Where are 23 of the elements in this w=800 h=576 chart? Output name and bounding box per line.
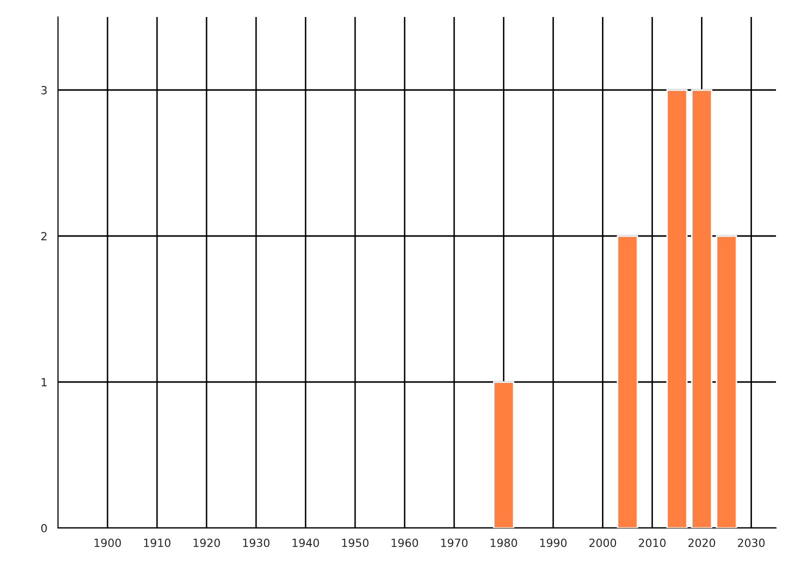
x-tick-label: 1910: [144, 538, 170, 548]
bar: [691, 89, 712, 528]
x-tick-label: 1960: [392, 538, 418, 548]
x-tick-label: 1930: [243, 538, 270, 548]
x-tick-label: 2010: [638, 538, 666, 548]
bar: [616, 235, 638, 528]
x-tick-label: 1950: [342, 538, 369, 548]
x-tick-label: 1940: [292, 538, 319, 548]
x-tick-label: 2020: [688, 538, 716, 548]
x-tick-label: 1920: [194, 538, 220, 548]
bar: [716, 235, 738, 528]
x-tick-label: 2000: [589, 538, 616, 548]
x-tick-label: 2030: [738, 538, 765, 548]
bar: [493, 381, 514, 528]
x-tick-label: 1980: [490, 538, 518, 548]
y-tick-label: 0: [41, 524, 47, 532]
x-tick-label: 1970: [441, 538, 468, 548]
bar: [666, 89, 688, 528]
y-tick-label: 3: [41, 86, 47, 94]
y-tick-label: 2: [41, 232, 46, 240]
x-tick-label: 1900: [94, 538, 121, 548]
x-tick-label: 1990: [540, 538, 567, 548]
y-tick-label: 1: [42, 378, 47, 386]
